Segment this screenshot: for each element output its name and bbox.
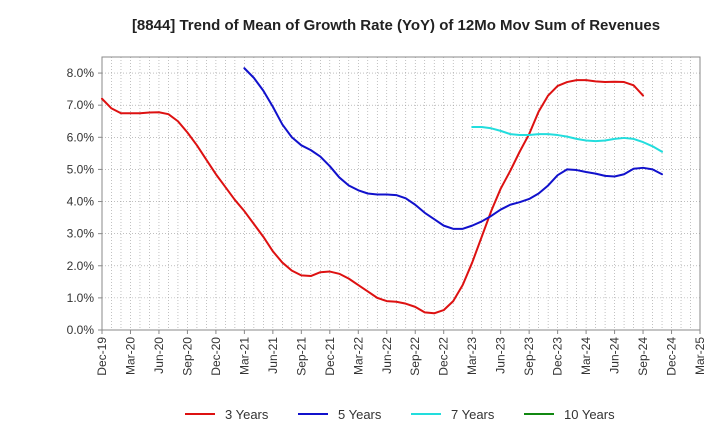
x-tick-label: Jun-20 [152, 337, 166, 374]
legend-label: 10 Years [564, 407, 615, 422]
x-tick-label: Sep-20 [180, 337, 194, 376]
y-tick-label: 4.0% [67, 195, 95, 209]
legend-item-10-years: 10 Years [524, 407, 615, 422]
grid [101, 57, 701, 331]
x-tick-label: Dec-24 [665, 337, 679, 376]
x-tick-label: Sep-23 [522, 337, 536, 376]
y-tick-label: 5.0% [67, 162, 95, 176]
legend-item-7-years: 7 Years [411, 407, 495, 422]
x-tick-label: Dec-19 [95, 337, 109, 376]
y-tick-label: 1.0% [67, 291, 95, 305]
x-tick-label: Dec-20 [209, 337, 223, 376]
x-tick-label: Sep-24 [636, 337, 650, 376]
y-tick-label: 6.0% [67, 130, 95, 144]
x-tick-label: Jun-22 [380, 337, 394, 374]
y-tick-label: 8.0% [67, 66, 95, 80]
series-line-5-years [243, 67, 664, 230]
plot-frame [101, 56, 701, 331]
series-line-7-years [471, 126, 664, 153]
x-tick-label: Mar-21 [237, 337, 251, 375]
legend-label: 3 Years [225, 407, 269, 422]
x-tick-label: Mar-23 [465, 337, 479, 375]
y-tick-label: 7.0% [67, 98, 95, 112]
y-tick-label: 3.0% [67, 227, 95, 241]
legend-item-3-years: 3 Years [185, 407, 269, 422]
y-tick-label: 2.0% [67, 259, 95, 273]
series [101, 67, 664, 315]
x-tick-label: Sep-22 [408, 337, 422, 376]
legend-label: 5 Years [338, 407, 382, 422]
x-tick-label: Jun-21 [266, 337, 280, 374]
x-tick-label: Sep-21 [294, 337, 308, 376]
series-line-3-years [101, 79, 645, 315]
x-tick-label: Jun-23 [494, 337, 508, 374]
x-tick-label: Jun-24 [608, 337, 622, 374]
x-tick-label: Dec-23 [551, 337, 565, 376]
x-tick-label: Dec-21 [323, 337, 337, 376]
legend-label: 7 Years [451, 407, 495, 422]
axes: 0.0% 1.0% 2.0% 3.0% 4.0% 5.0% 6.0% 7.0% 8.0% Dec-… [67, 56, 707, 376]
legend: 3 Years 5 Years 7 Years 10 Years [185, 407, 615, 422]
y-tick-label: 0.0% [67, 323, 95, 337]
x-tick-label: Mar-25 [693, 337, 707, 375]
chart-title: [8844] Trend of Mean of Growth Rate (YoY… [132, 17, 660, 34]
x-tick-label: Dec-22 [437, 337, 451, 376]
x-tick-label: Mar-24 [579, 337, 593, 375]
legend-item-5-years: 5 Years [298, 407, 382, 422]
x-tick-label: Mar-22 [351, 337, 365, 375]
x-tick-label: Mar-20 [123, 337, 137, 375]
